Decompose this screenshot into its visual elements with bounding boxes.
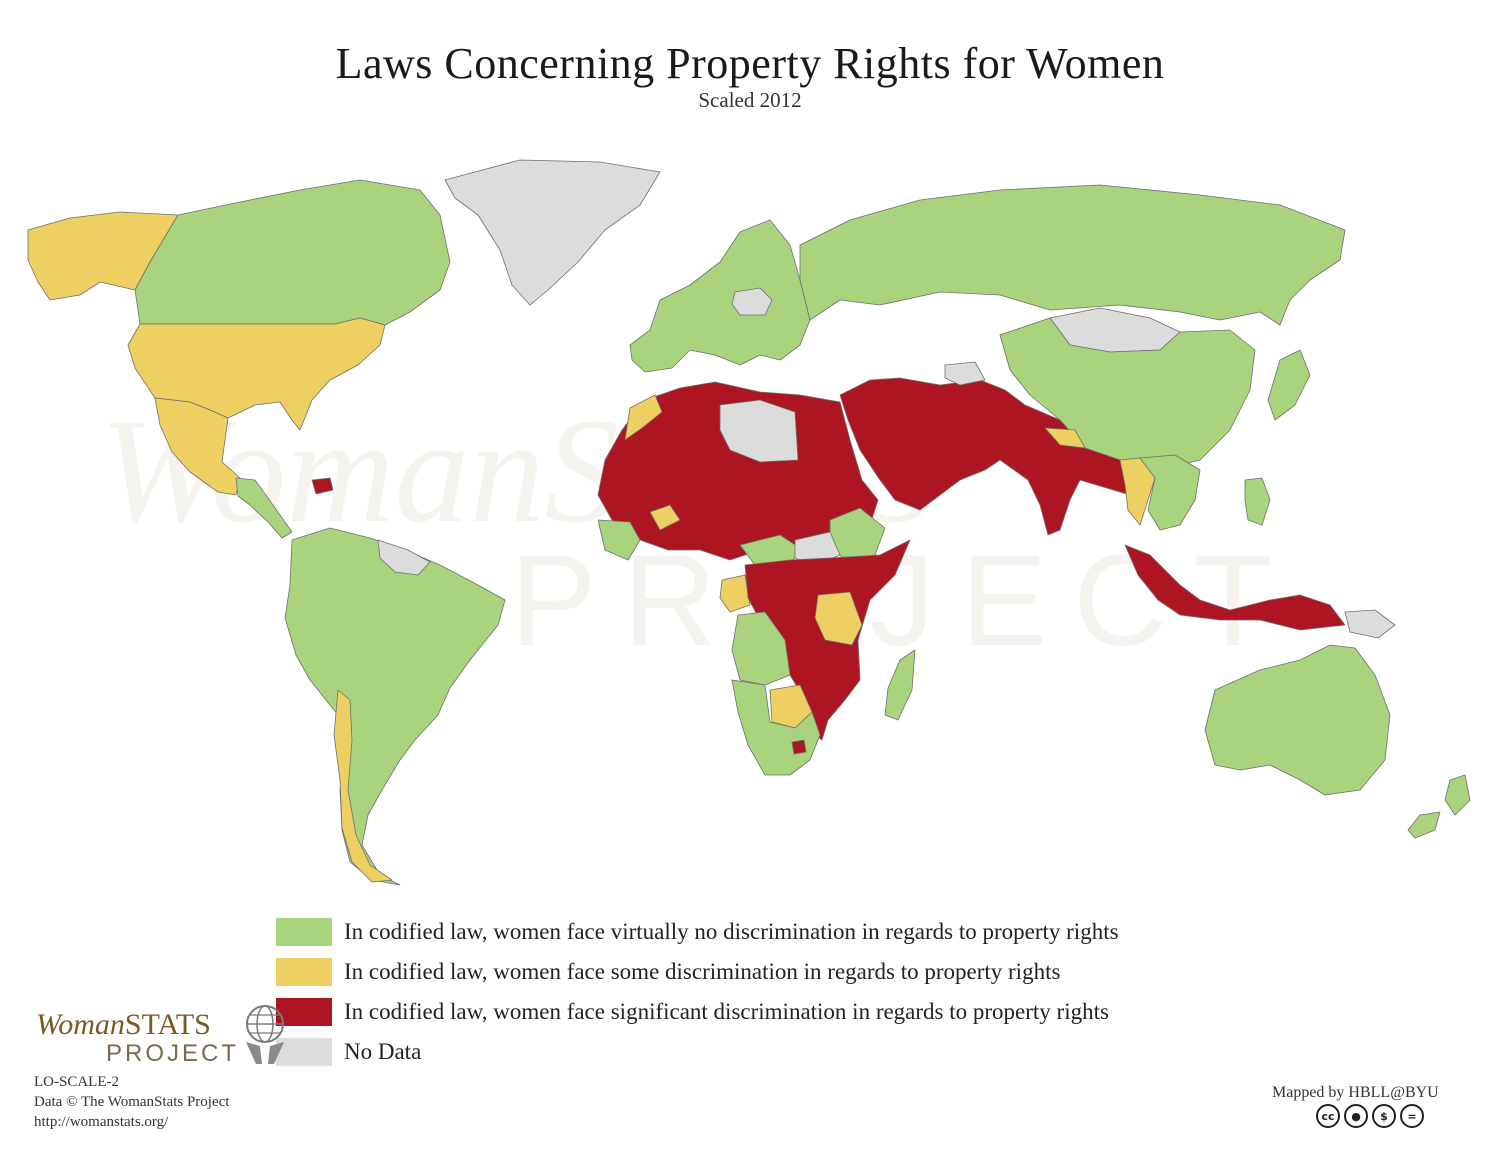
region-gabon[interactable] bbox=[719, 574, 751, 613]
region-papua-new-guinea[interactable] bbox=[1344, 609, 1396, 639]
map-code: LO-SCALE-2 bbox=[34, 1074, 119, 1090]
region-turkmenistan[interactable] bbox=[944, 361, 986, 386]
region-madagascar[interactable] bbox=[884, 649, 916, 721]
legend-label-none: In codified law, women face virtually no… bbox=[344, 919, 1119, 944]
logo-stats: STATS bbox=[124, 1008, 211, 1041]
womanstats-logo: WomanSTATS PROJECT bbox=[36, 1002, 284, 1072]
region-lesotho[interactable] bbox=[791, 739, 807, 755]
legend-swatch-some bbox=[276, 958, 332, 986]
region-australia[interactable] bbox=[1204, 644, 1391, 796]
region-indonesia[interactable] bbox=[1124, 544, 1346, 631]
region-angola[interactable] bbox=[731, 611, 791, 686]
info-block: LO-SCALE-2 Data © The WomanStats Project… bbox=[34, 1072, 229, 1132]
globe-hands-icon bbox=[246, 1005, 284, 1064]
region-philippines[interactable] bbox=[1244, 477, 1271, 526]
region-canada[interactable] bbox=[134, 179, 451, 326]
region-chile[interactable] bbox=[333, 689, 393, 883]
legend-item-none: In codified law, women face virtually no… bbox=[276, 912, 1119, 952]
legend-label-significant: In codified law, women face significant … bbox=[344, 999, 1109, 1024]
logo-woman: Woman bbox=[36, 1008, 125, 1041]
cc-nc-icon: $ bbox=[1372, 1104, 1396, 1128]
region-west-africa-coast[interactable] bbox=[597, 519, 641, 561]
logo-project: PROJECT bbox=[106, 1040, 240, 1067]
map-subtitle: Scaled 2012 bbox=[698, 88, 802, 112]
legend-swatch-nodata bbox=[276, 1038, 332, 1066]
region-mexico[interactable] bbox=[154, 397, 241, 496]
region-burkina-faso[interactable] bbox=[649, 504, 681, 531]
region-southeast-asia[interactable] bbox=[1139, 454, 1201, 531]
data-copyright: Data © The WomanStats Project bbox=[34, 1094, 230, 1110]
cc-icon: cc bbox=[1316, 1104, 1340, 1128]
legend-swatch-significant bbox=[276, 998, 332, 1026]
region-alaska[interactable] bbox=[27, 211, 179, 301]
region-libya[interactable] bbox=[719, 399, 799, 463]
region-morocco[interactable] bbox=[624, 394, 663, 441]
region-europe[interactable] bbox=[629, 219, 811, 373]
map-canvas bbox=[27, 159, 1471, 886]
legend: In codified law, women face virtually no… bbox=[276, 912, 1119, 1072]
region-greenland[interactable] bbox=[444, 159, 661, 306]
world-map: WomanSTATS PROJECT bbox=[0, 140, 1500, 900]
legend-label-some: In codified law, women face some discrim… bbox=[344, 959, 1061, 984]
cc-by-icon: ● bbox=[1344, 1104, 1368, 1128]
cc-license-icons: cc ● $ = bbox=[1316, 1104, 1424, 1128]
region-haiti[interactable] bbox=[311, 477, 334, 495]
legend-item-some: In codified law, women face some discrim… bbox=[276, 952, 1119, 992]
region-guianas[interactable] bbox=[377, 539, 431, 576]
legend-swatch-none bbox=[276, 918, 332, 946]
logo-wordmark: WomanSTATS bbox=[36, 1008, 211, 1042]
legend-item-significant: In codified law, women face significant … bbox=[276, 992, 1119, 1032]
cc-nd-icon: = bbox=[1400, 1104, 1424, 1128]
region-south-america[interactable] bbox=[284, 527, 506, 886]
map-title: Laws Concerning Property Rights for Wome… bbox=[335, 39, 1165, 88]
region-new-zealand[interactable] bbox=[1407, 774, 1471, 839]
region-nepal[interactable] bbox=[1044, 427, 1086, 449]
mapped-by-credit: Mapped by HBLL@BYU bbox=[1272, 1084, 1439, 1101]
region-russia[interactable] bbox=[799, 184, 1346, 326]
region-belarus[interactable] bbox=[731, 287, 773, 316]
region-china[interactable] bbox=[999, 317, 1256, 471]
source-url[interactable]: http://womanstats.org/ bbox=[34, 1114, 169, 1130]
region-japan[interactable] bbox=[1267, 349, 1311, 421]
region-central-america[interactable] bbox=[235, 477, 293, 539]
region-tanzania[interactable] bbox=[814, 591, 863, 646]
region-middle-east-south-asia[interactable] bbox=[839, 377, 1141, 536]
legend-label-nodata: No Data bbox=[344, 1039, 422, 1064]
legend-item-nodata: No Data bbox=[276, 1032, 1119, 1072]
